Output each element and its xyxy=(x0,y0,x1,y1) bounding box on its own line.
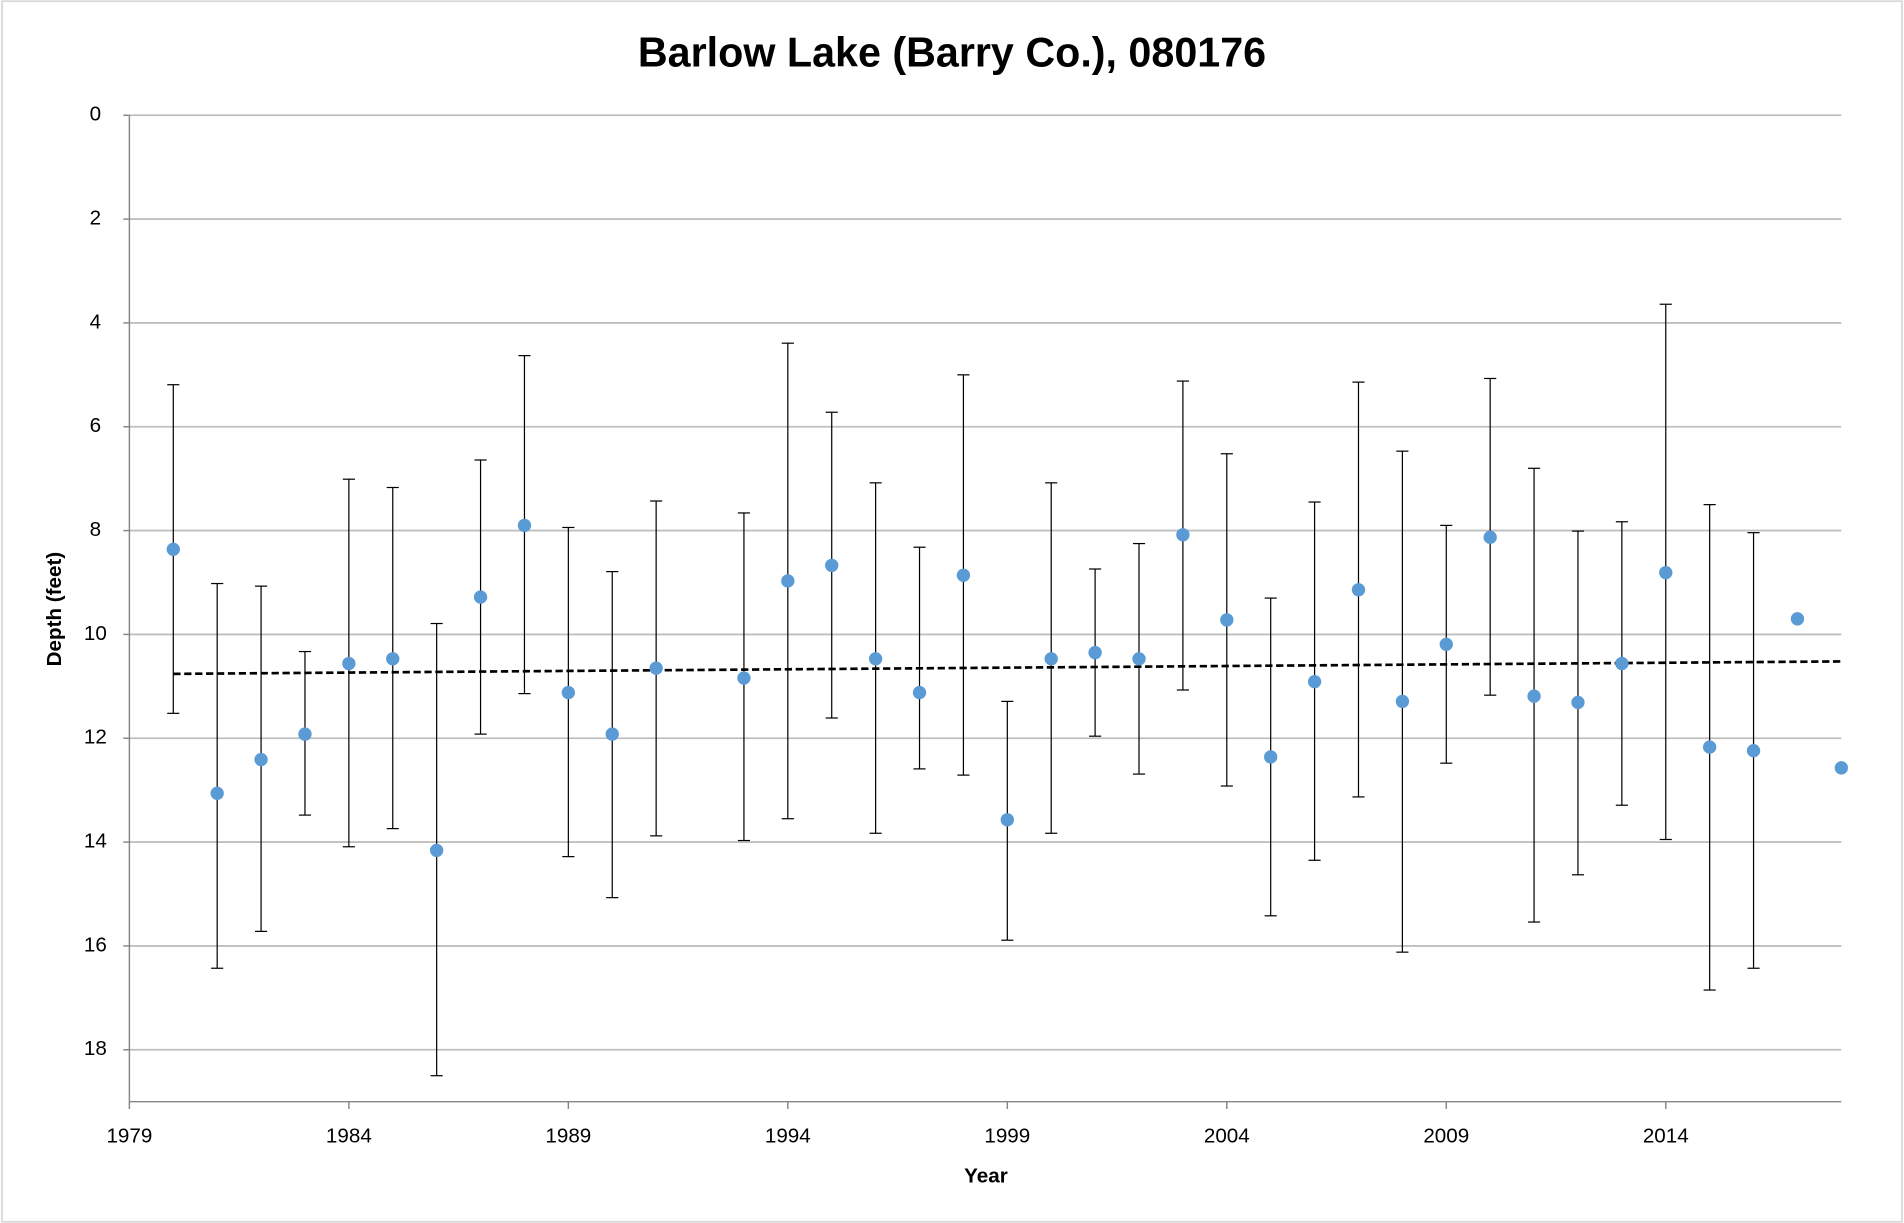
data-point xyxy=(1571,695,1585,710)
data-point xyxy=(517,518,532,533)
x-tick-label: 1979 xyxy=(106,1124,152,1147)
y-axis-title: Depth (feet) xyxy=(43,552,66,667)
y-tick-label: 12 xyxy=(84,726,107,749)
x-tick-label: 2004 xyxy=(1204,1124,1250,1147)
data-point xyxy=(1834,761,1849,775)
data-point xyxy=(386,652,400,666)
data-point xyxy=(781,574,795,588)
data-point xyxy=(1220,613,1234,627)
data-point xyxy=(473,590,488,604)
data-point xyxy=(1264,750,1278,764)
data-point xyxy=(254,752,268,767)
data-point xyxy=(1395,694,1410,709)
data-point xyxy=(1132,652,1146,666)
x-axis-title: Year xyxy=(964,1164,1008,1187)
data-point xyxy=(210,786,224,800)
x-tick-label: 2014 xyxy=(1643,1124,1689,1147)
data-point xyxy=(429,843,444,858)
x-tick-label: 1984 xyxy=(326,1124,372,1147)
data-point xyxy=(1746,744,1761,758)
y-tick-label: 2 xyxy=(90,207,101,230)
data-point xyxy=(737,671,751,685)
data-point xyxy=(561,685,576,700)
data-point xyxy=(649,661,663,675)
data-point xyxy=(825,558,839,573)
y-tick-label: 10 xyxy=(84,622,107,645)
y-tick-label: 14 xyxy=(84,830,107,853)
data-point xyxy=(956,568,971,582)
data-point xyxy=(1483,530,1497,545)
x-tick-label: 2009 xyxy=(1423,1124,1469,1147)
data-point xyxy=(166,542,180,556)
y-tick-label: 0 xyxy=(90,103,101,126)
data-point xyxy=(1702,740,1717,754)
data-point xyxy=(1000,813,1014,827)
data-point xyxy=(342,656,356,671)
y-tick-label: 4 xyxy=(90,310,101,333)
x-tick-label: 1999 xyxy=(984,1124,1030,1147)
data-point xyxy=(1790,612,1805,626)
y-tick-label: 8 xyxy=(90,518,101,541)
data-point xyxy=(1044,652,1058,666)
data-point xyxy=(605,727,619,741)
chart-title: Barlow Lake (Barry Co.), 080176 xyxy=(638,30,1266,76)
data-point xyxy=(868,652,883,666)
data-point xyxy=(1527,689,1541,703)
y-tick-label: 6 xyxy=(90,414,101,437)
data-point xyxy=(1176,528,1190,542)
data-point xyxy=(298,727,312,741)
data-point xyxy=(1307,674,1322,689)
trendline xyxy=(173,660,1842,676)
data-point xyxy=(1439,637,1453,651)
data-point xyxy=(1659,565,1673,580)
y-tick-label: 18 xyxy=(84,1037,107,1060)
x-tick-label: 1989 xyxy=(545,1124,591,1147)
data-point xyxy=(1615,656,1629,671)
data-point xyxy=(1088,645,1102,660)
y-tick-label: 16 xyxy=(84,933,107,956)
data-point xyxy=(912,685,927,700)
data-point xyxy=(1351,583,1366,597)
x-tick-label: 1994 xyxy=(765,1124,811,1147)
